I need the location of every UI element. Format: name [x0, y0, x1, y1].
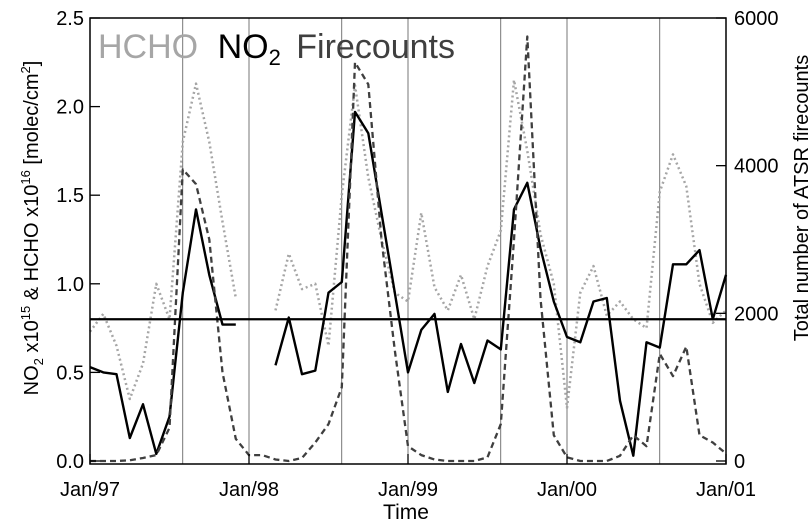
ylabel-left-part1: NO — [21, 365, 43, 395]
ylabel-left-part3: & HCHO x10 — [21, 185, 43, 306]
y-left-tick-label-2: 1.0 — [56, 274, 84, 296]
series-line-firecounts-0 — [90, 35, 727, 463]
series-layer — [89, 35, 728, 463]
ylabel-left-part2: x10 — [21, 320, 43, 358]
ylabel-left-part4: [molec/cm — [21, 73, 43, 170]
series-line-no2-0 — [89, 208, 236, 456]
series-line-hcho-0 — [89, 82, 238, 401]
x-tick-label-3: Jan/00 — [537, 479, 597, 501]
y-left-tick-label-1: 0.5 — [56, 362, 84, 384]
legend: HCHO NO2 Firecounts — [98, 28, 455, 73]
tick-layer: 0.0 0.5 1.0 1.5 2.0 2.5 0 2000 4000 6000 Jan/97 Jan… — [56, 8, 778, 501]
y-left-tick-label-0: 0.0 — [56, 451, 84, 473]
y-left-tick-label-5: 2.5 — [56, 8, 84, 30]
series-firecounts — [90, 35, 727, 463]
grid-layer — [182, 18, 727, 464]
ylabel-left-part5: ] — [21, 61, 43, 67]
y-right-tick-label-1: 2000 — [734, 303, 779, 325]
x-tick-label-4: Jan/01 — [696, 479, 756, 501]
y-axis-label-left: NO2 x1015 & HCHO x1016 [molec/cm2] — [18, 61, 46, 396]
ylabel-left-sub: 2 — [31, 358, 46, 365]
legend-no2-sub: 2 — [269, 45, 281, 70]
legend-firecounts: Firecounts — [296, 28, 455, 66]
x-tick-label-0: Jan/97 — [60, 479, 120, 501]
ylabel-left-exp3: 2 — [18, 66, 33, 73]
y-right-tick-label-3: 6000 — [734, 8, 779, 30]
y-left-tick-label-3: 1.5 — [56, 185, 84, 207]
legend-hcho: HCHO — [98, 28, 198, 66]
series-hcho — [89, 78, 727, 410]
ylabel-left-exp2: 16 — [18, 170, 33, 184]
x-axis-label: Time — [383, 501, 429, 521]
legend-no2-text: NO — [218, 28, 269, 66]
ylabel-left-exp1: 15 — [18, 306, 33, 320]
y-left-tick-label-4: 2.0 — [56, 97, 84, 119]
x-tick-label-1: Jan/98 — [219, 479, 279, 501]
legend-no2: NO2 — [218, 28, 281, 70]
series-line-hcho-1 — [274, 78, 727, 410]
x-tick-label-2: Jan/99 — [378, 479, 438, 501]
y-right-tick-label-0: 0 — [734, 451, 745, 473]
y-axis-label-right: Total number of ATSR firecounts — [791, 55, 812, 341]
y-right-tick-label-2: 4000 — [734, 156, 779, 178]
